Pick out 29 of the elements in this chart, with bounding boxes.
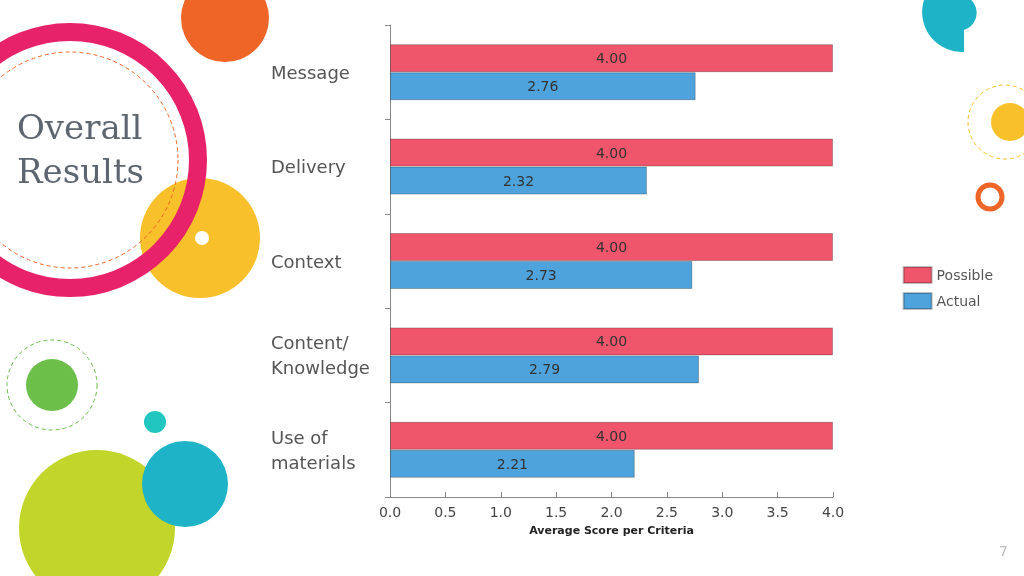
data-label: 2.79 xyxy=(528,361,561,378)
x-tick-label: 4.0 xyxy=(821,504,845,520)
data-label: 2.73 xyxy=(525,267,557,283)
data-label: 4.00 xyxy=(595,144,628,161)
text: Overall Results xyxy=(17,107,154,191)
x-tick-label: 3.5 xyxy=(766,504,789,520)
y-tick-label: Delivery xyxy=(271,156,347,178)
x-tick-label: 0.0 xyxy=(378,504,402,520)
data-label: 4.00 xyxy=(595,239,628,255)
x-tick-label: 1.0 xyxy=(489,504,512,520)
data-label: 2.21 xyxy=(496,455,528,472)
data-label: 2.76 xyxy=(527,78,559,95)
legend-label: Possible xyxy=(936,267,994,283)
data-label: 4.00 xyxy=(595,333,628,350)
x-tick-label: 3.0 xyxy=(711,504,734,520)
x-tick-label: 0.5 xyxy=(434,504,457,520)
y-tick-label: Message xyxy=(271,61,350,83)
data-label: 4.00 xyxy=(595,427,628,444)
data-label: 2.32 xyxy=(502,172,535,189)
text: 7 xyxy=(999,543,1009,559)
x-tick-label: 2.0 xyxy=(600,504,623,520)
x-axis-title: Average Score per Criteria xyxy=(529,524,694,537)
legend-label: Actual xyxy=(936,293,981,309)
y-tick-label: Content/ Knowledge xyxy=(271,332,370,379)
y-tick-label: Use of materials xyxy=(271,426,356,473)
x-tick-label: 2.5 xyxy=(655,504,679,520)
data-label: 4.00 xyxy=(595,50,628,67)
y-tick-label: Context xyxy=(271,250,342,272)
x-tick-label: 1.5 xyxy=(544,504,568,520)
